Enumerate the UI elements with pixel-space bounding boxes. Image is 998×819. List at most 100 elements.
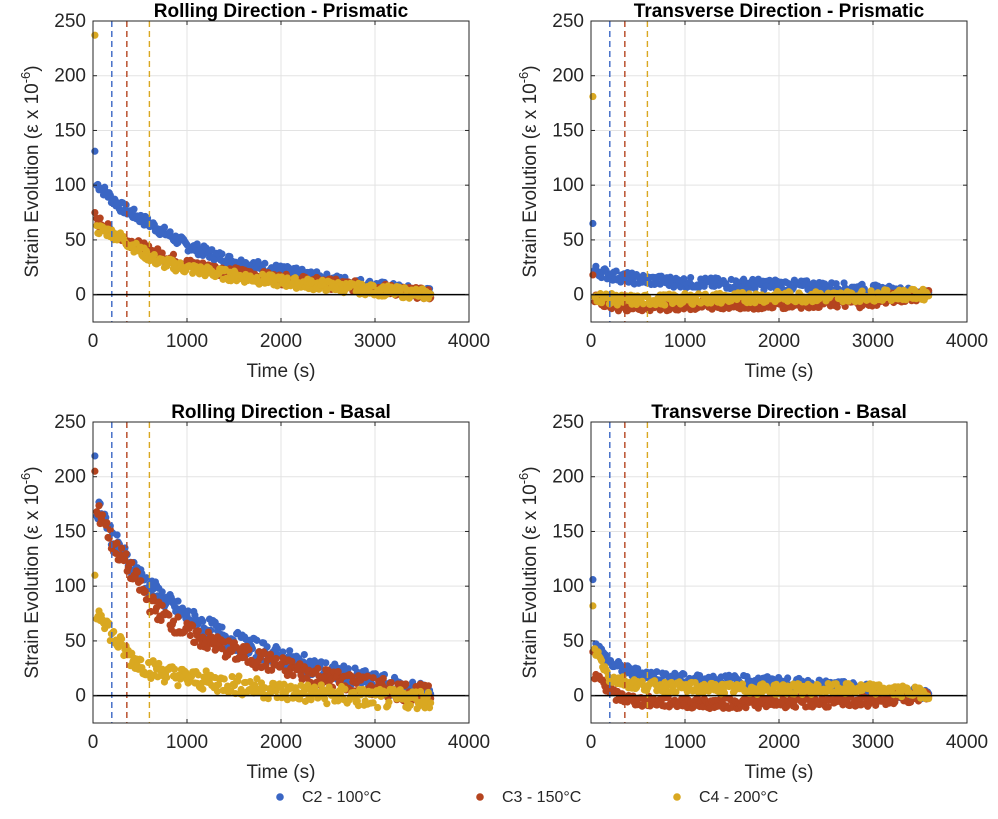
data-point xyxy=(424,688,432,697)
panel-1: 0 1000 2000 3000 4000 0 50 100 150 200 250 Rolling … xyxy=(18,1,490,382)
data-point xyxy=(106,526,114,534)
x-tick-label: 4000 xyxy=(946,331,988,352)
data-point xyxy=(158,588,166,596)
x-axis-label: Time (s) xyxy=(247,361,316,382)
data-point xyxy=(791,703,800,711)
legend-marker xyxy=(276,793,284,801)
data-point xyxy=(228,672,236,681)
y-tick-label: 200 xyxy=(54,467,86,488)
x-tick-label: 3000 xyxy=(852,732,894,753)
data-point xyxy=(925,292,933,300)
data-point xyxy=(883,286,891,294)
data-point xyxy=(597,657,606,665)
data-point xyxy=(203,644,211,652)
data-point xyxy=(720,689,729,697)
data-point xyxy=(157,616,165,625)
data-point xyxy=(220,675,228,683)
data-point xyxy=(142,574,150,582)
data-point xyxy=(301,697,310,705)
data-point xyxy=(687,273,695,282)
data-point xyxy=(369,282,377,290)
data-point xyxy=(833,303,841,311)
data-point xyxy=(174,613,182,621)
legend-label: C3 - 150°C xyxy=(502,789,581,806)
data-point xyxy=(103,519,111,527)
data-point xyxy=(158,249,166,257)
data-point xyxy=(184,607,192,615)
data-point xyxy=(283,274,291,282)
data-point xyxy=(113,539,121,547)
data-point xyxy=(155,659,163,668)
y-tick-label: 250 xyxy=(54,11,86,32)
data-point xyxy=(288,657,296,666)
data-point xyxy=(91,467,99,475)
data-point xyxy=(279,648,287,656)
data-point xyxy=(263,643,271,651)
data-point xyxy=(324,666,332,674)
data-point xyxy=(354,701,363,710)
data-point xyxy=(424,682,432,690)
panel-3: 0 1000 2000 3000 4000 0 50 100 150 200 250 Rolling … xyxy=(18,402,490,783)
panel-4: 0 1000 2000 3000 4000 0 50 100 150 200 250 Transver… xyxy=(516,402,988,783)
y-tick-label: 50 xyxy=(563,230,584,251)
x-tick-label: 3000 xyxy=(354,331,396,352)
data-point xyxy=(402,680,410,688)
data-point xyxy=(385,698,393,706)
data-point xyxy=(174,682,182,690)
y-tick-label: 0 xyxy=(573,686,584,707)
data-point xyxy=(824,703,832,711)
data-point xyxy=(297,681,305,689)
data-point xyxy=(672,688,680,696)
data-point xyxy=(374,703,382,712)
data-point xyxy=(589,602,597,610)
data-point xyxy=(784,674,792,682)
x-tick-label: 2000 xyxy=(758,732,800,753)
data-point xyxy=(261,650,269,658)
x-tick-label: 1000 xyxy=(166,331,208,352)
data-point xyxy=(589,576,597,584)
data-point xyxy=(91,31,99,39)
y-axis-label: Strain Evolution (ε x 10-6) xyxy=(18,65,43,277)
x-tick-label: 4000 xyxy=(946,732,988,753)
data-point xyxy=(128,558,136,567)
data-point xyxy=(369,674,377,682)
data-point xyxy=(602,651,610,659)
data-point xyxy=(95,502,103,510)
data-point xyxy=(341,685,349,693)
x-tick-label: 0 xyxy=(88,331,99,352)
data-point xyxy=(653,668,661,676)
data-point xyxy=(680,275,688,283)
data-point xyxy=(253,636,261,644)
data-point xyxy=(91,452,99,460)
data-point xyxy=(122,201,130,209)
y-axis-label: Strain Evolution (ε x 10-6) xyxy=(516,466,541,678)
data-point xyxy=(105,619,113,628)
legend-marker xyxy=(673,793,681,801)
data-point xyxy=(202,667,210,675)
data-point xyxy=(858,287,866,295)
x-tick-label: 0 xyxy=(586,331,597,352)
x-tick-label: 4000 xyxy=(448,732,490,753)
data-point xyxy=(141,587,149,596)
data-point xyxy=(639,300,647,308)
data-point xyxy=(160,223,169,231)
x-axis-label: Time (s) xyxy=(745,361,814,382)
data-point xyxy=(91,147,99,155)
data-point xyxy=(189,622,197,630)
y-tick-label: 150 xyxy=(552,521,584,542)
data-point xyxy=(289,672,297,680)
y-tick-label: 250 xyxy=(552,412,584,433)
data-point xyxy=(273,645,281,653)
data-point xyxy=(165,611,173,619)
data-point xyxy=(589,271,597,279)
data-point xyxy=(387,678,395,687)
x-tick-label: 3000 xyxy=(852,331,894,352)
data-point xyxy=(218,623,226,631)
data-point xyxy=(661,301,669,309)
data-point xyxy=(296,695,304,703)
y-tick-label: 100 xyxy=(552,175,584,196)
data-point xyxy=(117,544,126,552)
y-tick-label: 50 xyxy=(563,631,584,652)
chart-title: Transverse Direction - Prismatic xyxy=(634,1,925,22)
data-point xyxy=(105,534,113,542)
